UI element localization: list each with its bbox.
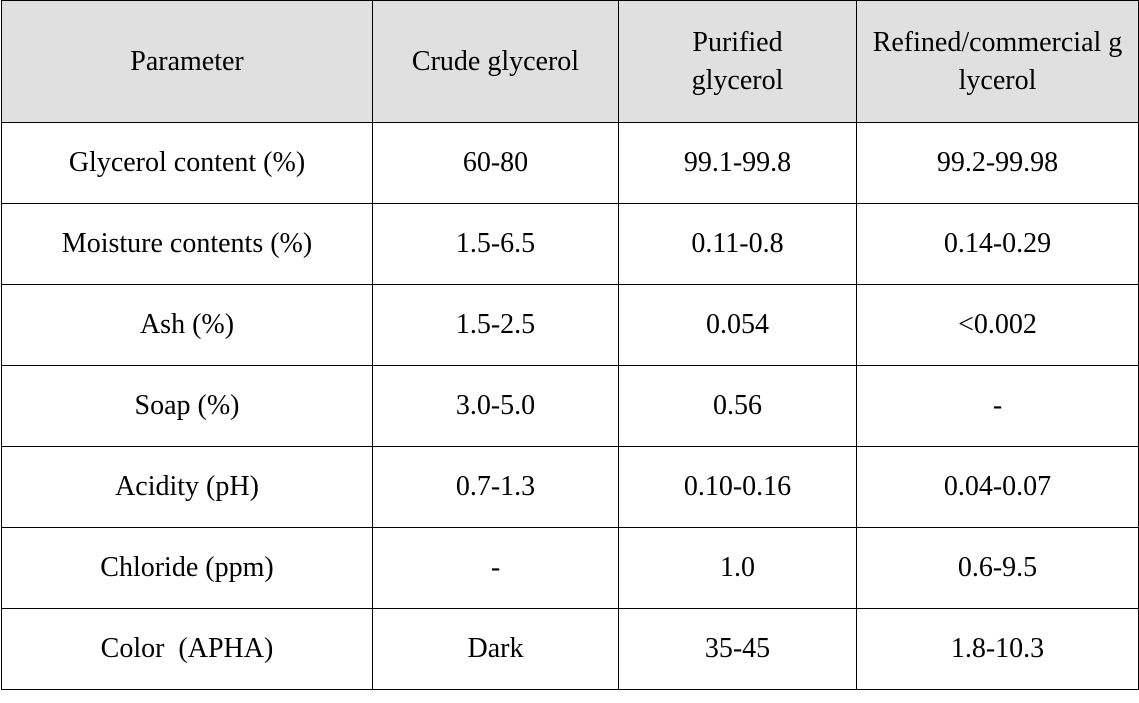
header-cell: Crude glycerol [372, 0, 619, 123]
value-cell: <0.002 [856, 284, 1139, 366]
value-cell: 0.7-1.3 [372, 446, 619, 528]
value-cell: 0.6-9.5 [856, 527, 1139, 609]
value-cell: 0.11-0.8 [618, 203, 857, 285]
value-cell: 0.14-0.29 [856, 203, 1139, 285]
parameter-cell: Glycerol content (%) [1, 122, 373, 204]
table-row: Soap (%) 3.0-5.0 0.56- [1, 365, 1139, 447]
table-row: Moisture contents (%) 1.5-6.5 0.11-0.8 0.14… [1, 203, 1139, 285]
header-cell: Refined/commercial glycerol [856, 0, 1139, 123]
header-text: Refined/commercial glycerol [872, 26, 1123, 96]
header-cell: Parameter [1, 0, 373, 123]
value-cell: 0.56 [618, 365, 857, 447]
parameter-cell: Soap (%) [1, 365, 373, 447]
value-cell: 0.10-0.16 [618, 446, 857, 528]
table-body: Glycerol content (%) 60-80 99.1-99.8 99.2-9… [1, 122, 1139, 690]
value-cell: Dark [372, 608, 619, 690]
value-cell: 99.2-99.98 [856, 122, 1139, 204]
value-cell: 60-80 [372, 122, 619, 204]
table-row: Acidity (pH) 0.7-1.3 0.10-0.16 0.04-0.07 [1, 446, 1139, 528]
header-cell: Purified glycerol [618, 0, 857, 123]
value-cell: 0.04-0.07 [856, 446, 1139, 528]
header-text: Purified glycerol [691, 26, 790, 96]
table-row: Ash (%) 1.5-2.5 0.054 <0.002 [1, 284, 1139, 366]
value-cell: - [856, 365, 1139, 447]
value-cell: 35-45 [618, 608, 857, 690]
header-row: Parameter Crude glycerol Purified glycerol… [1, 0, 1139, 123]
parameter-cell: Moisture contents (%) [1, 203, 373, 285]
table-row: Color (APHA) Dark 35-45 1.8-10.3 [1, 608, 1139, 690]
value-cell: 3.0-5.0 [372, 365, 619, 447]
value-cell: 0.054 [618, 284, 857, 366]
parameter-cell: Chloride (ppm) [1, 527, 373, 609]
table-row: Glycerol content (%) 60-80 99.1-99.8 99.2-9… [1, 122, 1139, 204]
value-cell: 1.5-2.5 [372, 284, 619, 366]
value-cell: 1.5-6.5 [372, 203, 619, 285]
header-text: Crude glycerol [411, 45, 580, 77]
value-cell: 1.0 [618, 527, 857, 609]
table-row: Chloride (ppm) -1.0 0.6-9.5 [1, 527, 1139, 609]
value-cell: 1.8-10.3 [856, 608, 1139, 690]
parameter-cell: Color (APHA) [1, 608, 373, 690]
parameter-cell: Ash (%) [1, 284, 373, 366]
value-cell: 99.1-99.8 [618, 122, 857, 204]
header-text: Parameter [130, 45, 244, 77]
parameter-cell: Acidity (pH) [1, 446, 373, 528]
value-cell: - [372, 527, 619, 609]
